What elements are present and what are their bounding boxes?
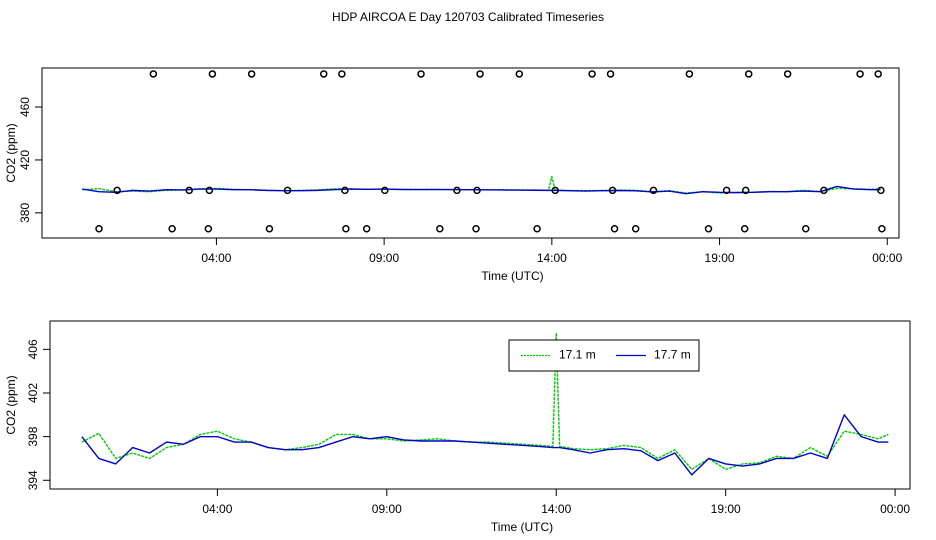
y-tick-label: 406 [26,339,40,359]
data-point [453,186,461,195]
data-point [341,186,349,195]
legend-label: 17.1 m [559,348,596,362]
data-point [741,186,750,195]
data-point [320,70,328,78]
data-point [204,224,213,233]
x-tick-label: 14:00 [537,251,567,265]
data-point [608,186,617,195]
data-point [473,186,481,195]
legend: 17.1 m 17.7 m [508,339,700,372]
plot-frame [49,320,911,490]
data-point [740,224,749,233]
data-point [417,70,425,78]
data-point [610,224,619,233]
y-tick-label: 402 [26,383,40,403]
data-point [113,186,121,195]
data-point [856,70,864,78]
legend-label: 17.7 m [654,348,691,362]
data-point [362,224,371,233]
data-point [247,70,256,78]
data-point [878,224,886,233]
data-point [185,186,193,195]
x-axis-label: Time (UTC) [481,269,543,283]
data-point [476,70,484,78]
data-point [381,186,389,195]
panel: 04:00 09:00 14:00 19:00 00:00 380 420 460 Time (… [4,67,903,283]
data-point [436,224,444,233]
x-tick-label: 04:00 [202,502,232,516]
x-tick-label: 14:00 [541,502,571,516]
data-point [338,70,346,78]
data-point [205,186,214,195]
x-tick-label: 04:00 [201,251,231,265]
data-point [704,224,713,233]
data-line [81,332,889,471]
x-tick-label: 19:00 [711,502,741,516]
y-axis-label: CO2 (ppm) [4,123,18,182]
plot-frame [41,67,900,239]
data-point [802,224,810,233]
chart-title: HDP AIRCOA E Day 120703 Calibrated Times… [332,10,604,24]
y-axis-label: CO2 (ppm) [4,375,18,434]
y-tick-label: 420 [18,150,32,170]
data-point [208,70,217,78]
data-point [342,224,350,233]
data-point [472,224,480,233]
y-tick-label: 394 [26,470,40,490]
panel: 04:00 09:00 14:00 19:00 00:00 394 398 402 406 Tim… [4,320,911,534]
data-point [588,70,596,78]
data-line [81,414,889,476]
data-point [265,224,274,233]
data-point [649,186,658,195]
data-point [874,70,882,78]
x-tick-label: 00:00 [880,502,910,516]
data-point [95,224,103,233]
data-point [744,70,753,78]
y-tick-label: 380 [18,203,32,223]
data-point [283,186,292,195]
data-point [533,224,541,233]
data-point [783,70,792,78]
data-point [551,186,559,195]
data-point [722,186,731,195]
data-point [149,70,158,78]
data-point [606,70,615,78]
x-tick-label: 19:00 [705,251,735,265]
x-axis-label: Time (UTC) [491,520,553,534]
x-tick-label: 09:00 [372,502,402,516]
data-point [168,224,176,233]
y-tick-label: 460 [18,97,32,117]
data-point [515,70,524,78]
x-tick-label: 09:00 [369,251,399,265]
y-tick-label: 398 [26,426,40,446]
data-point [631,224,640,233]
data-point [685,70,694,78]
data-point [877,186,885,195]
x-tick-label: 00:00 [872,251,902,265]
data-point [820,186,828,195]
